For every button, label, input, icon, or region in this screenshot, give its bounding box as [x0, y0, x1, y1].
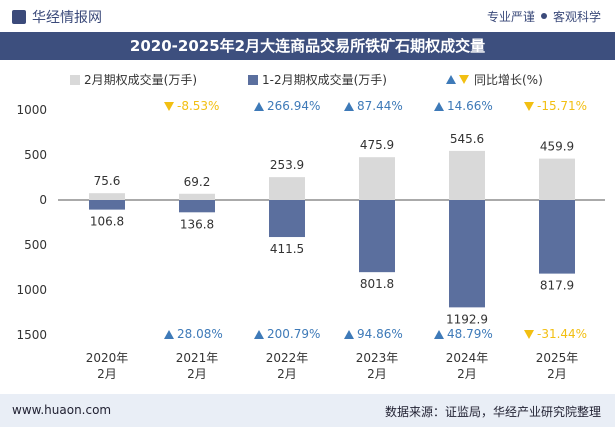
tagline: 专业严谨 客观科学 — [487, 8, 601, 25]
y-tick-label: 1500 — [16, 328, 47, 342]
bar-label-monthly: 253.9 — [270, 158, 304, 172]
x-tick-label-month: 2月 — [277, 367, 297, 381]
x-tick-label-year: 2024年 — [446, 351, 489, 365]
bar-cumulative — [449, 200, 485, 308]
bar-label-monthly: 69.2 — [184, 175, 211, 189]
legend-swatch-cumulative — [248, 75, 258, 85]
growth-cumulative-up-icon — [434, 330, 444, 339]
bar-label-cumulative: 106.8 — [90, 215, 124, 229]
tagline-left: 专业严谨 — [486, 10, 535, 24]
growth-cumulative-down-icon — [524, 330, 534, 339]
y-tick-label: 500 — [24, 238, 47, 252]
y-tick-label: 1000 — [16, 283, 47, 297]
x-tick-label-year: 2025年 — [536, 351, 579, 365]
bar-label-monthly: 475.9 — [360, 138, 394, 152]
growth-cumulative-label: 94.86% — [357, 327, 403, 341]
x-tick-label-month: 2月 — [547, 367, 567, 381]
bar-label-monthly: 545.6 — [450, 132, 484, 146]
bar-label-cumulative: 136.8 — [180, 217, 214, 231]
bar-monthly — [269, 177, 305, 200]
growth-cumulative-label: 48.79% — [447, 327, 493, 341]
x-tick-label-year: 2021年 — [176, 351, 219, 365]
footer: www.huaon.com 数据来源：证监局，华经产业研究院整理 — [0, 394, 615, 427]
tagline-right: 客观科学 — [552, 10, 601, 24]
footer-source: 数据来源：证监局，华经产业研究院整理 — [384, 405, 601, 419]
footer-website: www.huaon.com — [12, 403, 112, 417]
growth-monthly-up-icon — [344, 102, 354, 111]
legend-down-triangle-icon — [459, 75, 469, 84]
brand-name: 华经情报网 — [32, 10, 102, 26]
separator-dot-icon — [540, 13, 547, 19]
bar-label-monthly: 75.6 — [94, 174, 121, 188]
growth-cumulative-label: 200.79% — [267, 327, 320, 341]
growth-monthly-up-icon — [434, 102, 444, 111]
bar-cumulative — [269, 200, 305, 238]
x-tick-label-month: 2月 — [457, 367, 477, 381]
growth-monthly-down-icon — [524, 102, 534, 111]
legend-label-cumulative: 1-2月期权成交量(万手) — [262, 72, 387, 87]
bar-cumulative — [179, 200, 215, 213]
chart-title: 2020-2025年2月大连商品交易所铁矿石期权成交量 — [0, 32, 615, 60]
growth-cumulative-up-icon — [254, 330, 264, 339]
brand-icon — [12, 10, 26, 24]
growth-monthly-label: 14.66% — [447, 99, 493, 113]
bar-cumulative — [359, 200, 395, 273]
x-tick-label-year: 2020年 — [86, 351, 129, 365]
growth-monthly-label: 87.44% — [357, 99, 403, 113]
top-bar: 华经情报网 专业严谨 客观科学 — [0, 0, 615, 30]
growth-monthly-label: -15.71% — [537, 99, 587, 113]
bar-cumulative — [89, 200, 125, 210]
bar-label-cumulative: 411.5 — [270, 242, 304, 256]
y-tick-label: 500 — [24, 148, 47, 162]
growth-monthly-label: -8.53% — [177, 99, 219, 113]
y-tick-label: 1000 — [16, 103, 47, 117]
brand-logo: 华经情报网 — [12, 7, 102, 27]
growth-monthly-label: 266.94% — [267, 99, 320, 113]
legend-label-growth: 同比增长(%) — [474, 73, 543, 87]
growth-cumulative-label: -31.44% — [537, 327, 587, 341]
bar-cumulative — [539, 200, 575, 274]
legend-up-triangle-icon — [446, 75, 456, 84]
chart-svg: 2月期权成交量(万手) 1-2月期权成交量(万手) 同比增长(%) 1000 500 0 5… — [16, 72, 605, 381]
growth-cumulative-up-icon — [344, 330, 354, 339]
bar-label-monthly: 459.9 — [540, 140, 574, 154]
bar-monthly — [179, 193, 215, 200]
x-tick-label-month: 2月 — [187, 367, 207, 381]
bar-label-cumulative: 1192.9 — [446, 312, 488, 326]
bar-monthly — [449, 150, 485, 200]
x-tick-label-month: 2月 — [367, 367, 387, 381]
y-tick-label: 0 — [39, 193, 47, 207]
legend-label-monthly: 2月期权成交量(万手) — [84, 72, 197, 87]
bar-monthly — [539, 158, 575, 200]
legend-swatch-monthly — [70, 75, 80, 85]
x-tick-label-year: 2022年 — [266, 351, 309, 365]
x-tick-label-month: 2月 — [97, 367, 117, 381]
x-tick-label-year: 2023年 — [356, 351, 399, 365]
bar-monthly — [89, 193, 125, 200]
growth-monthly-down-icon — [164, 102, 174, 111]
growth-cumulative-label: 28.08% — [177, 327, 223, 341]
bar-monthly — [359, 157, 395, 200]
growth-monthly-up-icon — [254, 102, 264, 111]
bar-label-cumulative: 817.9 — [540, 279, 574, 293]
bar-label-cumulative: 801.8 — [360, 277, 394, 291]
growth-cumulative-up-icon — [164, 330, 174, 339]
